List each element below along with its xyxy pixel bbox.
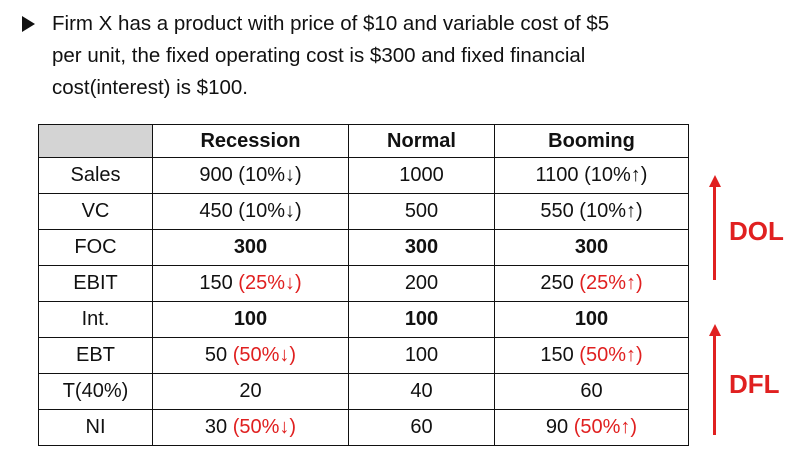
normal-value: 200: [404, 272, 439, 294]
row-label-cell: EBIT: [38, 265, 153, 302]
recession-cell: 900 (10%↓): [152, 157, 349, 194]
table-row: T(40%) 20 40 60: [38, 373, 689, 410]
dfl-arrow-head-icon: [709, 324, 721, 336]
row-label: T(40%): [62, 380, 129, 402]
booming-cell: 250 (25%↑): [494, 265, 689, 302]
table-row: NI 30 (50%↓) 60 90 (50%↑): [38, 409, 689, 446]
normal-cell: 500: [348, 193, 495, 230]
table-row: EBIT 150 (25%↓) 200 250 (25%↑): [38, 265, 689, 302]
normal-cell: 100: [348, 301, 495, 338]
row-label: EBIT: [73, 272, 118, 294]
booming-cell: 90 (50%↑): [494, 409, 689, 446]
normal-cell: 40: [348, 373, 495, 410]
booming-cell: 1100 (10%↑): [494, 157, 689, 194]
booming-change: (50%↑): [573, 416, 638, 438]
normal-value: 60: [410, 416, 433, 438]
booming-cell: 100: [494, 301, 689, 338]
dol-arrow-head-icon: [709, 175, 721, 187]
recession-value: 450 (10%↓): [199, 200, 302, 222]
row-label: Int.: [81, 308, 110, 330]
intro-line-1: Firm X has a product with price of $10 a…: [52, 12, 610, 35]
booming-value: 300: [574, 236, 609, 258]
row-label-cell: NI: [38, 409, 153, 446]
dfl-arrow-line: [713, 335, 716, 435]
dol-label: DOL: [729, 216, 784, 246]
booming-value: 1100 (10%↑): [535, 164, 648, 186]
booming-cell: 300: [494, 229, 689, 266]
normal-value: 100: [404, 344, 439, 366]
dfl-label: DFL: [729, 369, 780, 399]
dol-arrow-line: [713, 186, 716, 280]
booming-cell: 60: [494, 373, 689, 410]
intro-line-3: cost(interest) is $100.: [52, 76, 248, 99]
row-label-cell: T(40%): [38, 373, 153, 410]
recession-cell: 20: [152, 373, 349, 410]
recession-value: 900 (10%↓): [199, 164, 302, 186]
recession-change: (50%↓): [232, 416, 297, 438]
booming-value: 150: [540, 344, 580, 366]
booming-value: 100: [574, 308, 609, 330]
header-blank-cell: [38, 124, 153, 158]
row-label: VC: [81, 200, 110, 222]
booming-cell: 150 (50%↑): [494, 337, 689, 374]
recession-cell: 30 (50%↓): [152, 409, 349, 446]
row-label-cell: VC: [38, 193, 153, 230]
normal-value: 1000: [399, 164, 444, 186]
recession-cell: 100: [152, 301, 349, 338]
normal-value: 500: [404, 200, 439, 222]
row-label: NI: [85, 416, 106, 438]
recession-value: 100: [233, 308, 268, 330]
booming-value: 550 (10%↑): [540, 200, 643, 222]
recession-value: 50: [204, 344, 233, 366]
table-row: EBT 50 (50%↓) 100 150 (50%↑): [38, 337, 689, 374]
booming-value: 250: [540, 272, 580, 294]
arrow-bullet-icon: [22, 16, 35, 32]
recession-value: 20: [239, 380, 262, 402]
row-label-cell: FOC: [38, 229, 153, 266]
normal-cell: 1000: [348, 157, 495, 194]
recession-cell: 150 (25%↓): [152, 265, 349, 302]
normal-cell: 60: [348, 409, 495, 446]
row-label: EBT: [76, 344, 115, 366]
recession-change: (25%↓): [238, 272, 302, 294]
table-row: Int. 100 100 100: [38, 301, 689, 338]
normal-cell: 300: [348, 229, 495, 266]
row-label-cell: Sales: [38, 157, 153, 194]
recession-value: 30: [204, 416, 233, 438]
header-normal: Normal: [348, 124, 495, 158]
row-label-cell: Int.: [38, 301, 153, 338]
recession-cell: 450 (10%↓): [152, 193, 349, 230]
normal-cell: 200: [348, 265, 495, 302]
row-label: FOC: [74, 236, 117, 258]
booming-value: 60: [580, 380, 603, 402]
table-row: VC 450 (10%↓) 500 550 (10%↑): [38, 193, 689, 230]
normal-value: 300: [404, 236, 439, 258]
normal-cell: 100: [348, 337, 495, 374]
scenario-table: Recession Normal Booming Sales 900 (10%↓)…: [38, 124, 689, 446]
booming-change: (25%↑): [579, 272, 643, 294]
table-row: Sales 900 (10%↓) 1000 1100 (10%↑): [38, 157, 689, 194]
recession-cell: 50 (50%↓): [152, 337, 349, 374]
table-header-row: Recession Normal Booming: [38, 124, 689, 158]
booming-cell: 550 (10%↑): [494, 193, 689, 230]
booming-value: 90: [545, 416, 574, 438]
booming-change: (50%↑): [579, 344, 643, 366]
row-label-cell: EBT: [38, 337, 153, 374]
header-booming: Booming: [494, 124, 689, 158]
header-recession: Recession: [152, 124, 349, 158]
recession-value: 300: [233, 236, 268, 258]
intro-line-2: per unit, the fixed operating cost is $3…: [52, 44, 586, 67]
row-label: Sales: [70, 164, 121, 186]
intro-paragraph: Firm X has a product with price of $10 a…: [52, 8, 762, 104]
intro-block: Firm X has a product with price of $10 a…: [22, 8, 762, 104]
normal-value: 100: [404, 308, 439, 330]
table-row: FOC 300 300 300: [38, 229, 689, 266]
recession-value: 150: [199, 272, 239, 294]
normal-value: 40: [410, 380, 433, 402]
recession-change: (50%↓): [232, 344, 297, 366]
recession-cell: 300: [152, 229, 349, 266]
